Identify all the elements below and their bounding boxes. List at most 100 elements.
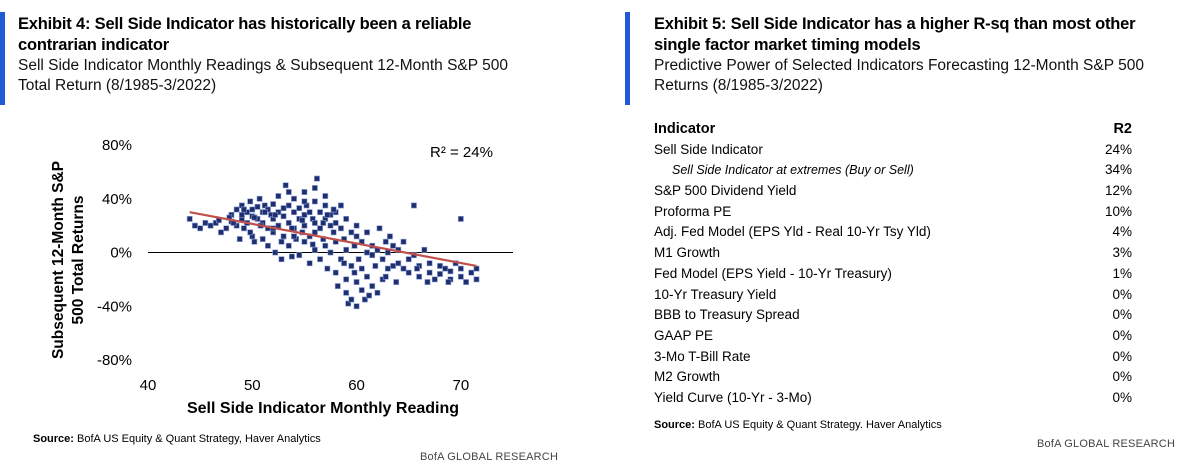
- scatter-point: [285, 202, 292, 209]
- scatter-point: [348, 229, 355, 236]
- indicator-name: 10-Yr Treasury Yield: [654, 286, 777, 302]
- scatter-point: [272, 211, 279, 218]
- scatter-point: [338, 225, 344, 232]
- scatter-point: [424, 279, 431, 285]
- accent-bar: [625, 12, 630, 105]
- y-tick-label: 40%: [102, 191, 132, 208]
- scatter-point: [238, 211, 245, 218]
- scatter-point: [400, 265, 407, 272]
- scatter-point: [249, 206, 256, 213]
- scatter-point: [236, 236, 243, 242]
- scatter-point: [317, 209, 323, 216]
- x-axis-label: Sell Side Indicator Monthly Reading: [187, 400, 459, 417]
- exhibit-subtitle-line1: Predictive Power of Selected Indicators …: [654, 57, 1144, 74]
- indicator-name: Fed Model (EPS Yield - 10-Yr Treasury): [654, 265, 892, 281]
- scatter-point: [301, 238, 308, 245]
- scatter-point: [405, 269, 412, 276]
- table-header-row: Indicator R2: [654, 119, 1132, 140]
- scatter-point: [317, 225, 323, 232]
- scatter-point: [322, 242, 329, 249]
- exhibit-4-panel: Exhibit 4: Sell Side Indicator has histo…: [0, 0, 590, 466]
- scatter-point: [256, 195, 263, 202]
- scatter-point: [259, 236, 266, 242]
- scatter-point: [285, 242, 292, 249]
- scatter-point: [278, 256, 285, 263]
- scatter-point: [261, 209, 268, 216]
- scatter-point: [322, 193, 329, 199]
- scatter-point: [437, 271, 443, 277]
- scatter-point: [251, 214, 258, 221]
- scatter-point: [364, 249, 370, 256]
- r2-value: 4%: [1112, 224, 1132, 240]
- scatter-point: [192, 222, 198, 229]
- scatter-point: [382, 273, 389, 280]
- table-row: GAAP PE 0%: [654, 326, 1132, 347]
- scatter-point: [311, 229, 318, 236]
- scatter-point: [358, 287, 365, 294]
- source-label: Source:: [654, 419, 695, 431]
- scatter-point: [457, 273, 464, 280]
- scatter-point: [400, 238, 407, 245]
- scatter-point: [301, 198, 308, 205]
- scatter-point: [285, 189, 292, 195]
- scatter-point: [369, 252, 376, 259]
- scatter-point: [285, 220, 292, 226]
- y-axis-label-line2: 500 Total Returns: [70, 196, 87, 325]
- scatter-point: [362, 296, 368, 303]
- indicator-name: Sell Side Indicator: [654, 141, 763, 157]
- scatter-point: [473, 276, 480, 283]
- r2-value: 0%: [1112, 389, 1132, 405]
- scatter-point: [306, 260, 313, 267]
- scatter-point: [317, 256, 323, 263]
- scatter-point: [327, 249, 334, 256]
- accent-bar: [0, 12, 5, 105]
- exhibit-title-line2: single factor market timing models: [654, 36, 921, 54]
- y-tick-label: -40%: [97, 298, 132, 315]
- exhibit-4-header: Exhibit 4: Sell Side Indicator has histo…: [18, 14, 508, 96]
- scatter-point: [324, 265, 331, 272]
- indicator-name: M1 Growth: [654, 245, 721, 261]
- scatter-point: [447, 268, 454, 275]
- y-tick-label: -80%: [97, 352, 132, 369]
- scatter-point: [369, 283, 376, 289]
- y-axis-label-line1: Subsequent 12-Month S&P: [50, 161, 67, 359]
- source-text: BofA US Equity & Quant Strategy. Haver A…: [698, 419, 942, 431]
- r2-annotation: R² = 24%: [430, 144, 493, 161]
- scatter-point: [358, 265, 365, 272]
- scatter-point: [311, 246, 318, 253]
- exhibit-5-header: Exhibit 5: Sell Side Indicator has a hig…: [654, 14, 1144, 96]
- scatter-point: [324, 211, 331, 218]
- y-tick-label: 80%: [102, 137, 132, 154]
- scatter-point: [218, 229, 224, 236]
- scatter-point: [393, 279, 400, 285]
- r2-value: 0%: [1112, 348, 1132, 364]
- table-row: Sell Side Indicator 24%: [654, 140, 1132, 161]
- scatter-point: [282, 182, 289, 189]
- exhibit-subtitle-line2: Returns (8/1985-3/2022): [654, 77, 823, 94]
- scatter-point: [322, 202, 329, 209]
- scatter-point: [247, 229, 254, 236]
- scatter-point: [280, 233, 287, 240]
- scatter-point: [330, 206, 337, 213]
- source-text: BofA US Equity & Quant Strategy, Haver A…: [77, 433, 321, 445]
- scatter-point: [251, 238, 258, 245]
- scatter-point: [265, 242, 271, 249]
- indicator-name: M2 Growth: [654, 369, 721, 385]
- scatter-point: [364, 229, 370, 236]
- scatter-point: [345, 300, 352, 307]
- scatter-point: [291, 233, 297, 240]
- indicator-column-header: Indicator: [654, 121, 716, 137]
- scatter-point: [366, 292, 372, 299]
- indicator-name: GAAP PE: [654, 327, 714, 343]
- exhibit-5-panel: Exhibit 5: Sell Side Indicator has a hig…: [625, 0, 1195, 466]
- r2-value: 0%: [1112, 327, 1132, 343]
- r2-value: 24%: [1104, 141, 1132, 157]
- y-axis-label-group: Subsequent 12-Month S&P 500 Total Return…: [50, 161, 87, 359]
- r2-table: Indicator R2 Sell Side Indicator 24% Sell …: [654, 119, 1132, 409]
- scatter-point: [338, 202, 344, 209]
- brand-label: BofA GLOBAL RESEARCH: [1037, 438, 1176, 450]
- scatter-point: [376, 225, 383, 232]
- scatter-point: [390, 242, 396, 249]
- scatter-point: [343, 276, 350, 283]
- scatter-point: [463, 279, 469, 285]
